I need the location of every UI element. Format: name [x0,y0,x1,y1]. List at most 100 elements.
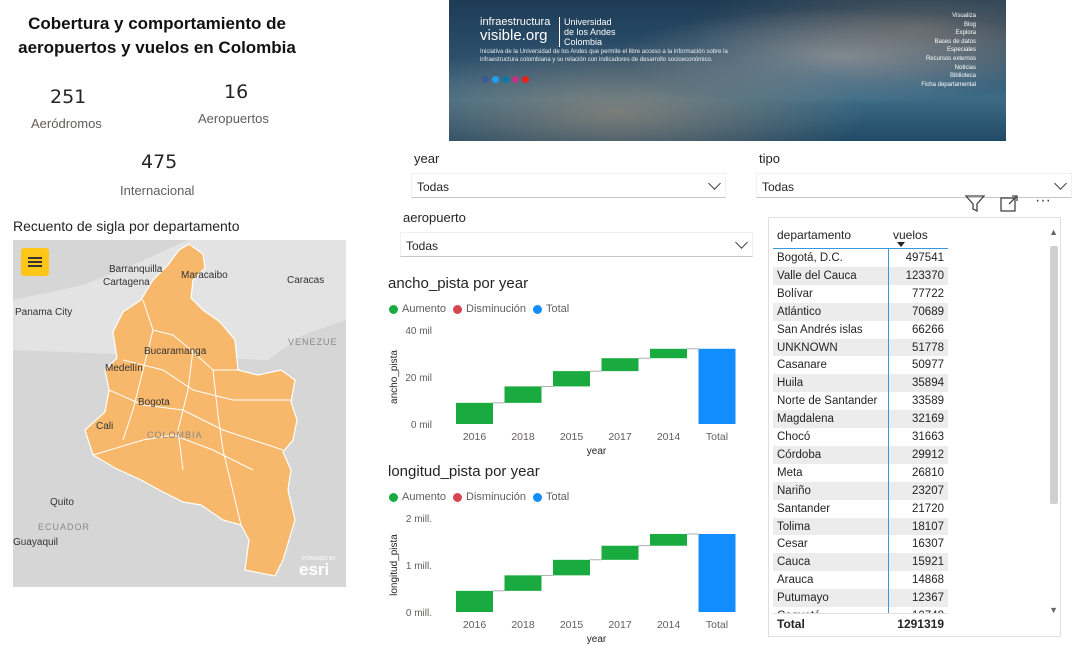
waterfall-bar[interactable] [601,545,639,560]
table-row[interactable]: Meta 26810 [773,464,948,482]
waterfall-bar[interactable] [650,348,687,359]
waterfall-bar[interactable] [553,371,590,387]
instagram-icon[interactable] [512,76,519,83]
legend-total-dot [532,492,542,502]
table-row[interactable]: Bogotá, D.C. 497541 [773,249,948,267]
chart1-legend: Aumento Disminución Total [389,303,569,315]
table-row[interactable]: Atlántico 70689 [773,302,948,321]
map-label: ECUADOR [38,522,91,532]
table-row[interactable]: Norte de Santander 33589 [773,392,948,410]
aeropuerto-dropdown[interactable]: Todas [400,232,753,257]
banner-menu-item[interactable]: Recursos externos [925,55,976,62]
cell-departamento: Córdoba [777,448,822,461]
youtube-icon[interactable] [522,76,529,83]
cell-departamento: Atlántico [777,305,822,318]
y-tick-label: 40 mil [405,326,432,337]
table-row[interactable]: Tolima 18107 [773,517,948,536]
cell-vuelos: 66266 [912,323,944,336]
tipo-slicer-label: tipo [759,151,780,166]
cell-departamento: Arauca [777,574,814,587]
x-tick-label: 2015 [560,431,584,443]
banner-menu-item[interactable]: Ficha departamental [921,81,976,88]
table-row[interactable]: Casanare 50977 [773,356,948,374]
banner-menu-item[interactable]: Visualiza [952,13,976,19]
table-row[interactable]: San Andrés islas 66266 [773,321,948,339]
table-row[interactable]: Cauca 15921 [773,553,948,572]
x-axis-label: year [587,634,607,645]
x-tick-label: Total [706,431,728,443]
waterfall-total-bar[interactable] [698,348,736,424]
year-dropdown[interactable]: Todas [411,173,726,198]
vuelos-table[interactable]: departamento vuelos Bogotá, D.C. 497541 Va… [768,217,1061,637]
table-scrollbar[interactable] [1050,246,1058,504]
banner-menu: Visualiza Blog Explora Bases de datos Es… [921,12,976,89]
table-row[interactable]: Bolívar 77722 [773,285,948,303]
scroll-down-icon[interactable]: ▼ [1049,605,1058,615]
more-options-icon[interactable]: ··· [1035,192,1051,209]
table-row[interactable]: Putumayo 12367 [773,589,948,607]
y-tick-label: 0 mil [411,420,432,431]
cell-vuelos: 70689 [912,305,944,318]
table-row[interactable]: Arauca 14868 [773,571,948,589]
cell-vuelos: 497541 [905,252,944,264]
table-row[interactable]: Cesar 16307 [773,535,948,553]
total-value: 1291319 [897,617,944,631]
x-tick-label: 2018 [511,431,535,443]
facebook-icon[interactable] [482,76,489,83]
cell-departamento: Huila [777,377,804,390]
table-row[interactable]: Huila 35894 [773,374,948,393]
table-row[interactable]: Santander 21720 [773,500,948,518]
focus-mode-icon[interactable] [999,194,1021,216]
waterfall-bar[interactable] [504,386,542,403]
scroll-up-icon[interactable]: ▲ [1049,227,1058,237]
waterfall-bar[interactable] [456,402,493,424]
col-vuelos-header[interactable]: vuelos [893,228,928,242]
year-slicer-label: year [414,151,440,166]
banner-menu-item[interactable]: Especiales [946,47,976,54]
infraestructura-banner[interactable]: infraestructura visible.org Universidad … [449,0,1006,141]
table-row[interactable]: Nariño 23207 [773,481,948,500]
linkedin-icon[interactable] [502,76,509,83]
map-label: Panama City [15,307,73,318]
cell-vuelos: 77722 [912,287,944,300]
map-menu-button[interactable] [21,248,49,276]
table-row[interactable]: UNKNOWN 51778 [773,338,948,357]
col-departamento-header[interactable]: departamento [777,228,852,242]
cell-vuelos: 31663 [912,431,944,443]
table-row[interactable]: Córdoba 29912 [773,445,948,464]
banner-menu-item[interactable]: Blog [963,21,976,28]
x-axis-label: year [587,446,607,457]
colombia-shape[interactable] [84,243,298,577]
table-row[interactable]: Magdalena 32169 [773,410,948,428]
waterfall-total-bar[interactable] [698,533,736,612]
banner-menu-item[interactable]: Explora [955,30,976,37]
waterfall-bar[interactable] [553,559,590,576]
waterfall-bar[interactable] [650,533,687,546]
waterfall-bar[interactable] [601,358,639,372]
map-label: Cartagena [103,277,150,288]
waterfall-bar[interactable] [504,575,542,591]
cell-departamento: Chocó [777,431,811,443]
twitter-icon[interactable] [492,76,499,83]
banner-menu-item[interactable]: Biblioteca [949,73,976,80]
table-row[interactable]: Valle del Cauca 123370 [773,266,948,285]
chart2-svg[interactable]: 0 mill. 1 mill. 2 mill. longitud_pista 2016 2… [386,506,756,648]
table-row[interactable]: Chocó 31663 [773,428,948,446]
chart1-svg[interactable]: 0 mil 20 mil 40 mil ancho_pista 2016 2018 2015… [386,318,756,460]
chart2-legend: Aumento Disminución Total [389,491,569,503]
chart1-title: ancho_pista por year [388,275,529,292]
waterfall-bar[interactable] [456,590,493,612]
filter-icon[interactable] [964,194,988,216]
chart2-title: longitud_pista por year [388,463,540,480]
esri-logo: esri [299,560,330,579]
cell-vuelos: 51778 [912,341,944,354]
banner-menu-item[interactable]: Bases de datos [934,38,976,45]
banner-menu-item[interactable]: Noticias [954,64,976,71]
tipo-dropdown[interactable]: Todas [756,173,1072,198]
x-tick-label: 2016 [463,431,487,443]
map-label: Quito [50,497,74,508]
kpi-internacional-value: 475 [141,151,178,173]
colombia-map[interactable]: Barranquilla Cartagena Maracaibo Caracas… [13,240,346,587]
y-tick-label: 0 mill. [406,608,432,619]
cell-departamento: Magdalena [777,413,834,426]
